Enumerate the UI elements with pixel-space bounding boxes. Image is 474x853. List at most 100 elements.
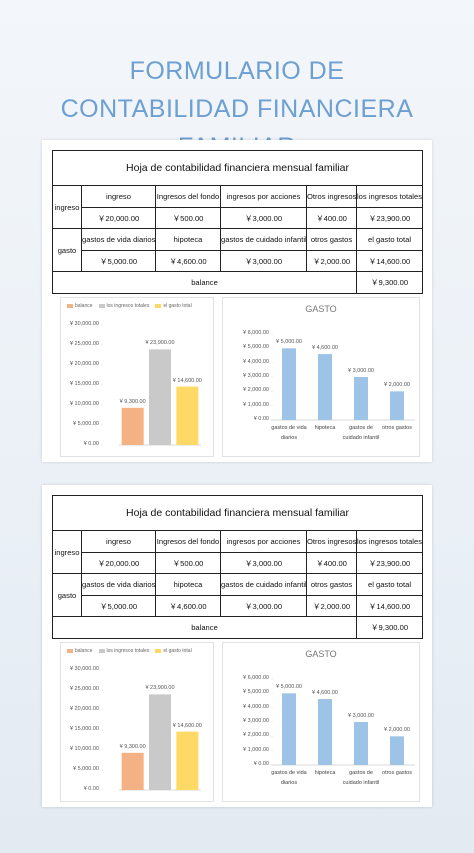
x-tick-label: gastos de cuidado infantil — [342, 425, 380, 441]
legend-item: los ingresos totales — [98, 303, 149, 309]
value-label: ¥ 14,600.00 — [172, 722, 202, 729]
value-cell: ￥3,000.00 — [220, 250, 307, 272]
table-row: balance ￥9,300.00 — [52, 616, 423, 639]
header-cell: ingresos por acciones — [220, 185, 307, 208]
bar — [318, 354, 332, 420]
value-cell: ￥14,600.00 — [356, 250, 423, 272]
y-tick-label: ¥ 1,000.00 — [243, 746, 269, 753]
row-label: ingreso — [52, 185, 82, 229]
header-cell: hipoteca — [155, 573, 221, 596]
x-tick-label: hipoteca — [314, 770, 336, 776]
legend-label: el gasto total — [163, 303, 192, 309]
value-cell: ￥23,900.00 — [356, 207, 423, 229]
legend-swatch — [67, 303, 73, 308]
sheet-table: Hoja de contabilidad financiera mensual … — [52, 495, 423, 639]
table-row: ingreso ingreso Ingresos del fondo ingresos… — [52, 530, 423, 574]
table-row: gasto gastos de vida diarios hipoteca gasto… — [52, 228, 423, 272]
header-cell: Otros ingresos — [306, 185, 357, 208]
y-tick-label: ¥ 5,000.00 — [73, 766, 99, 772]
value-cell: ￥14,600.00 — [356, 595, 423, 617]
chart-plot — [101, 669, 201, 791]
value-cell: ￥20,000.00 — [81, 207, 156, 229]
chart-plot — [271, 678, 415, 766]
x-tick-label: gastos de vida diarios — [271, 425, 307, 441]
bar — [121, 752, 144, 790]
bar — [390, 391, 404, 420]
bar — [149, 349, 171, 445]
legend-label: balance — [75, 303, 93, 309]
y-tick-label: ¥ 30,000.00 — [69, 666, 99, 672]
bar — [354, 377, 368, 420]
legend-item: balance — [67, 303, 93, 309]
x-tick-label: hipoteca — [314, 425, 336, 431]
legend-swatch — [98, 303, 105, 308]
row-label: gasto — [52, 228, 82, 272]
chart-title: GASTO — [305, 304, 337, 314]
header-cell: Otros ingresos — [306, 530, 357, 553]
value-label: ¥ 5,000.00 — [276, 339, 302, 346]
header-cell: gastos de vida diarios — [81, 573, 156, 596]
y-tick-label: ¥ 6,000.00 — [243, 675, 269, 681]
x-tick-label: otros gastos — [382, 425, 412, 431]
value-cell: ￥400.00 — [306, 207, 357, 229]
legend-label: balance — [75, 648, 93, 654]
header-cell: hipoteca — [155, 228, 221, 251]
sheet: Hoja de contabilidad financiera mensual … — [42, 485, 432, 807]
y-tick-label: ¥ 5,000.00 — [243, 689, 269, 696]
value-label: ¥ 2,000.00 — [384, 382, 410, 389]
value-cell: ￥2,000.00 — [306, 595, 357, 617]
y-tick-label: ¥ 15,000.00 — [69, 381, 99, 387]
y-tick-label: ¥ 30,000.00 — [69, 321, 99, 327]
balance-label: balance — [52, 271, 357, 294]
table-row: ingreso ingreso Ingresos del fondo ingresos… — [52, 185, 423, 229]
bar — [318, 699, 332, 765]
y-tick-label: ¥ 20,000.00 — [69, 361, 99, 367]
chart: GASTO ¥ 0.00 ¥ 1,000.00 ¥ 2,000.00 ¥ 3,000.0… — [222, 297, 420, 457]
sheet: Hoja de contabilidad financiera mensual … — [42, 140, 432, 462]
chart: GASTO ¥ 0.00 ¥ 1,000.00 ¥ 2,000.00 ¥ 3,000.0… — [222, 642, 420, 802]
x-tick-label: otros gastos — [382, 770, 412, 776]
y-tick-label: ¥ 4,000.00 — [243, 358, 269, 365]
table-row: Hoja de contabilidad financiera mensual … — [52, 150, 423, 186]
legend-swatch — [67, 648, 73, 653]
table-row: ￥5,000.00 ￥4,600.00 ￥3,000.00 ￥2,000.00 ￥14,… — [53, 250, 423, 272]
bar — [149, 694, 171, 790]
bar — [282, 348, 296, 420]
bar — [121, 407, 144, 445]
value-label: ¥ 23,900.00 — [145, 685, 175, 692]
value-label: ¥ 2,000.00 — [384, 727, 410, 734]
chart-title: GASTO — [305, 649, 337, 659]
legend-swatch — [155, 303, 162, 308]
y-tick-label: ¥ 4,000.00 — [243, 703, 269, 710]
y-tick-label: ¥ 15,000.00 — [69, 726, 99, 732]
y-tick-label: ¥ 3,000.00 — [243, 373, 269, 379]
y-tick-label: ¥ 25,000.00 — [69, 341, 99, 347]
value-cell: ￥3,000.00 — [220, 207, 307, 229]
header-cell: Ingresos del fondo — [155, 530, 221, 553]
y-tick-label: ¥ 3,000.00 — [243, 718, 269, 724]
y-tick-label: ¥ 0.00 — [253, 761, 269, 767]
table-title: Hoja de contabilidad financiera mensual … — [52, 495, 423, 531]
value-label: ¥ 9,300.00 — [119, 398, 146, 405]
legend-label: el gasto total — [163, 648, 192, 654]
y-tick-label: ¥ 0.00 — [83, 441, 99, 447]
y-tick-label: ¥ 1,000.00 — [243, 401, 269, 408]
value-cell: ￥2,000.00 — [306, 250, 357, 272]
value-label: ¥ 5,000.00 — [276, 684, 302, 691]
value-label: ¥ 9,300.00 — [119, 743, 146, 750]
sheet-table: Hoja de contabilidad financiera mensual … — [52, 150, 423, 294]
header-cell: gastos de cuidado infantil — [220, 228, 307, 251]
page-title: FORMULARIO DE CONTABILIDAD FINANCIERA FA… — [60, 57, 414, 161]
value-cell: ￥20,000.00 — [81, 552, 156, 574]
table-row: ￥20,000.00 ￥500.00 ￥3,000.00 ￥400.00 ￥23,900… — [53, 552, 423, 574]
legend-item: balance — [67, 648, 93, 654]
table-row: Hoja de contabilidad financiera mensual … — [52, 495, 423, 531]
legend-item: el gasto total — [155, 648, 192, 654]
value-cell: ￥23,900.00 — [356, 552, 423, 574]
table-row: gasto gastos de vida diarios hipoteca gasto… — [52, 573, 423, 617]
table-row: ￥5,000.00 ￥4,600.00 ￥3,000.00 ￥2,000.00 ￥14,… — [53, 595, 423, 617]
legend-swatch — [98, 648, 105, 653]
y-tick-label: ¥ 10,000.00 — [69, 746, 99, 752]
value-label: ¥ 23,900.00 — [145, 340, 175, 347]
